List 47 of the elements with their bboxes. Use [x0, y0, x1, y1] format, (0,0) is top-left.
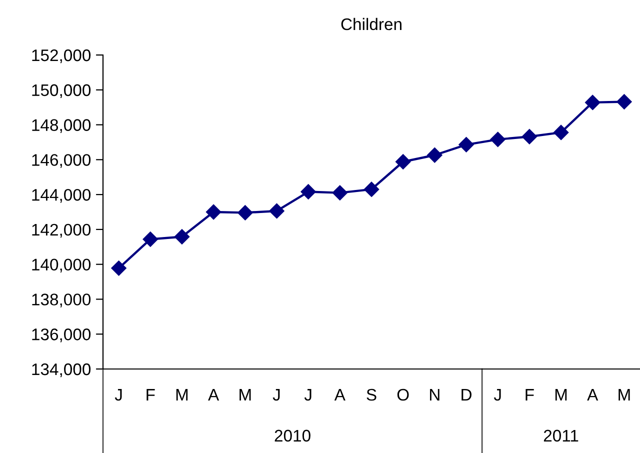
x-tick-label: A	[587, 389, 598, 401]
y-tick-label: 152,000	[32, 49, 91, 64]
point	[300, 184, 316, 200]
point	[206, 204, 222, 220]
x-tick-label: S	[366, 388, 376, 401]
point	[332, 185, 348, 200]
chart-title: Children	[341, 18, 402, 30]
y-tick-label: 148,000	[32, 119, 91, 133]
point	[238, 205, 253, 220]
x-tick-label: F	[146, 389, 155, 401]
y-tick-label: 138,000	[32, 294, 91, 308]
y-tick-label: 136,000	[32, 328, 91, 342]
x-tick-label: A	[334, 389, 346, 401]
x-tick-label: A	[208, 389, 220, 401]
point	[364, 182, 380, 197]
point	[490, 132, 506, 147]
point	[616, 94, 632, 110]
x-tick-label: N	[430, 389, 440, 401]
point	[522, 129, 538, 144]
x-tick-label: M	[555, 389, 567, 401]
y-tick-label: 134,000	[32, 363, 91, 378]
x-tick-label: F	[526, 389, 534, 401]
x-tick-label: M	[176, 389, 188, 401]
point	[585, 94, 600, 110]
text: 2011	[544, 430, 578, 442]
point	[111, 260, 126, 276]
point	[458, 137, 474, 152]
x-tick-label: J	[494, 389, 501, 401]
y-tick-label: 144,000	[32, 188, 91, 203]
text: 2010	[274, 430, 310, 442]
x-tick-label: J	[114, 389, 122, 401]
y-tick-label: 142,000	[32, 224, 91, 238]
x-tick-label: O	[397, 388, 409, 401]
x-tick-label: J	[304, 389, 312, 401]
x-tick-label: M	[240, 389, 251, 401]
x-tick-label: D	[462, 389, 472, 401]
x-tick-label: M	[618, 389, 630, 401]
y-tick-label: 146,000	[32, 154, 91, 168]
point	[553, 124, 569, 140]
point	[427, 148, 442, 163]
x-tick-label: J	[272, 389, 280, 401]
point	[142, 232, 158, 247]
point	[269, 203, 284, 219]
point	[174, 229, 190, 244]
y-tick-label: 140,000	[32, 258, 91, 273]
point	[396, 154, 411, 170]
y-tick-label: 150,000	[32, 84, 91, 98]
